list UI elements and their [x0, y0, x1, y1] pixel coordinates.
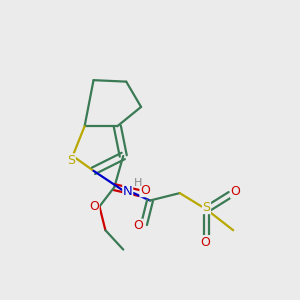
- Text: O: O: [231, 185, 241, 198]
- Text: S: S: [67, 154, 75, 167]
- Text: O: O: [133, 219, 143, 232]
- Text: O: O: [89, 200, 99, 213]
- Text: O: O: [140, 184, 150, 196]
- Text: O: O: [200, 236, 210, 249]
- Text: S: S: [202, 201, 211, 214]
- Text: N: N: [123, 185, 133, 198]
- Text: H: H: [134, 178, 142, 188]
